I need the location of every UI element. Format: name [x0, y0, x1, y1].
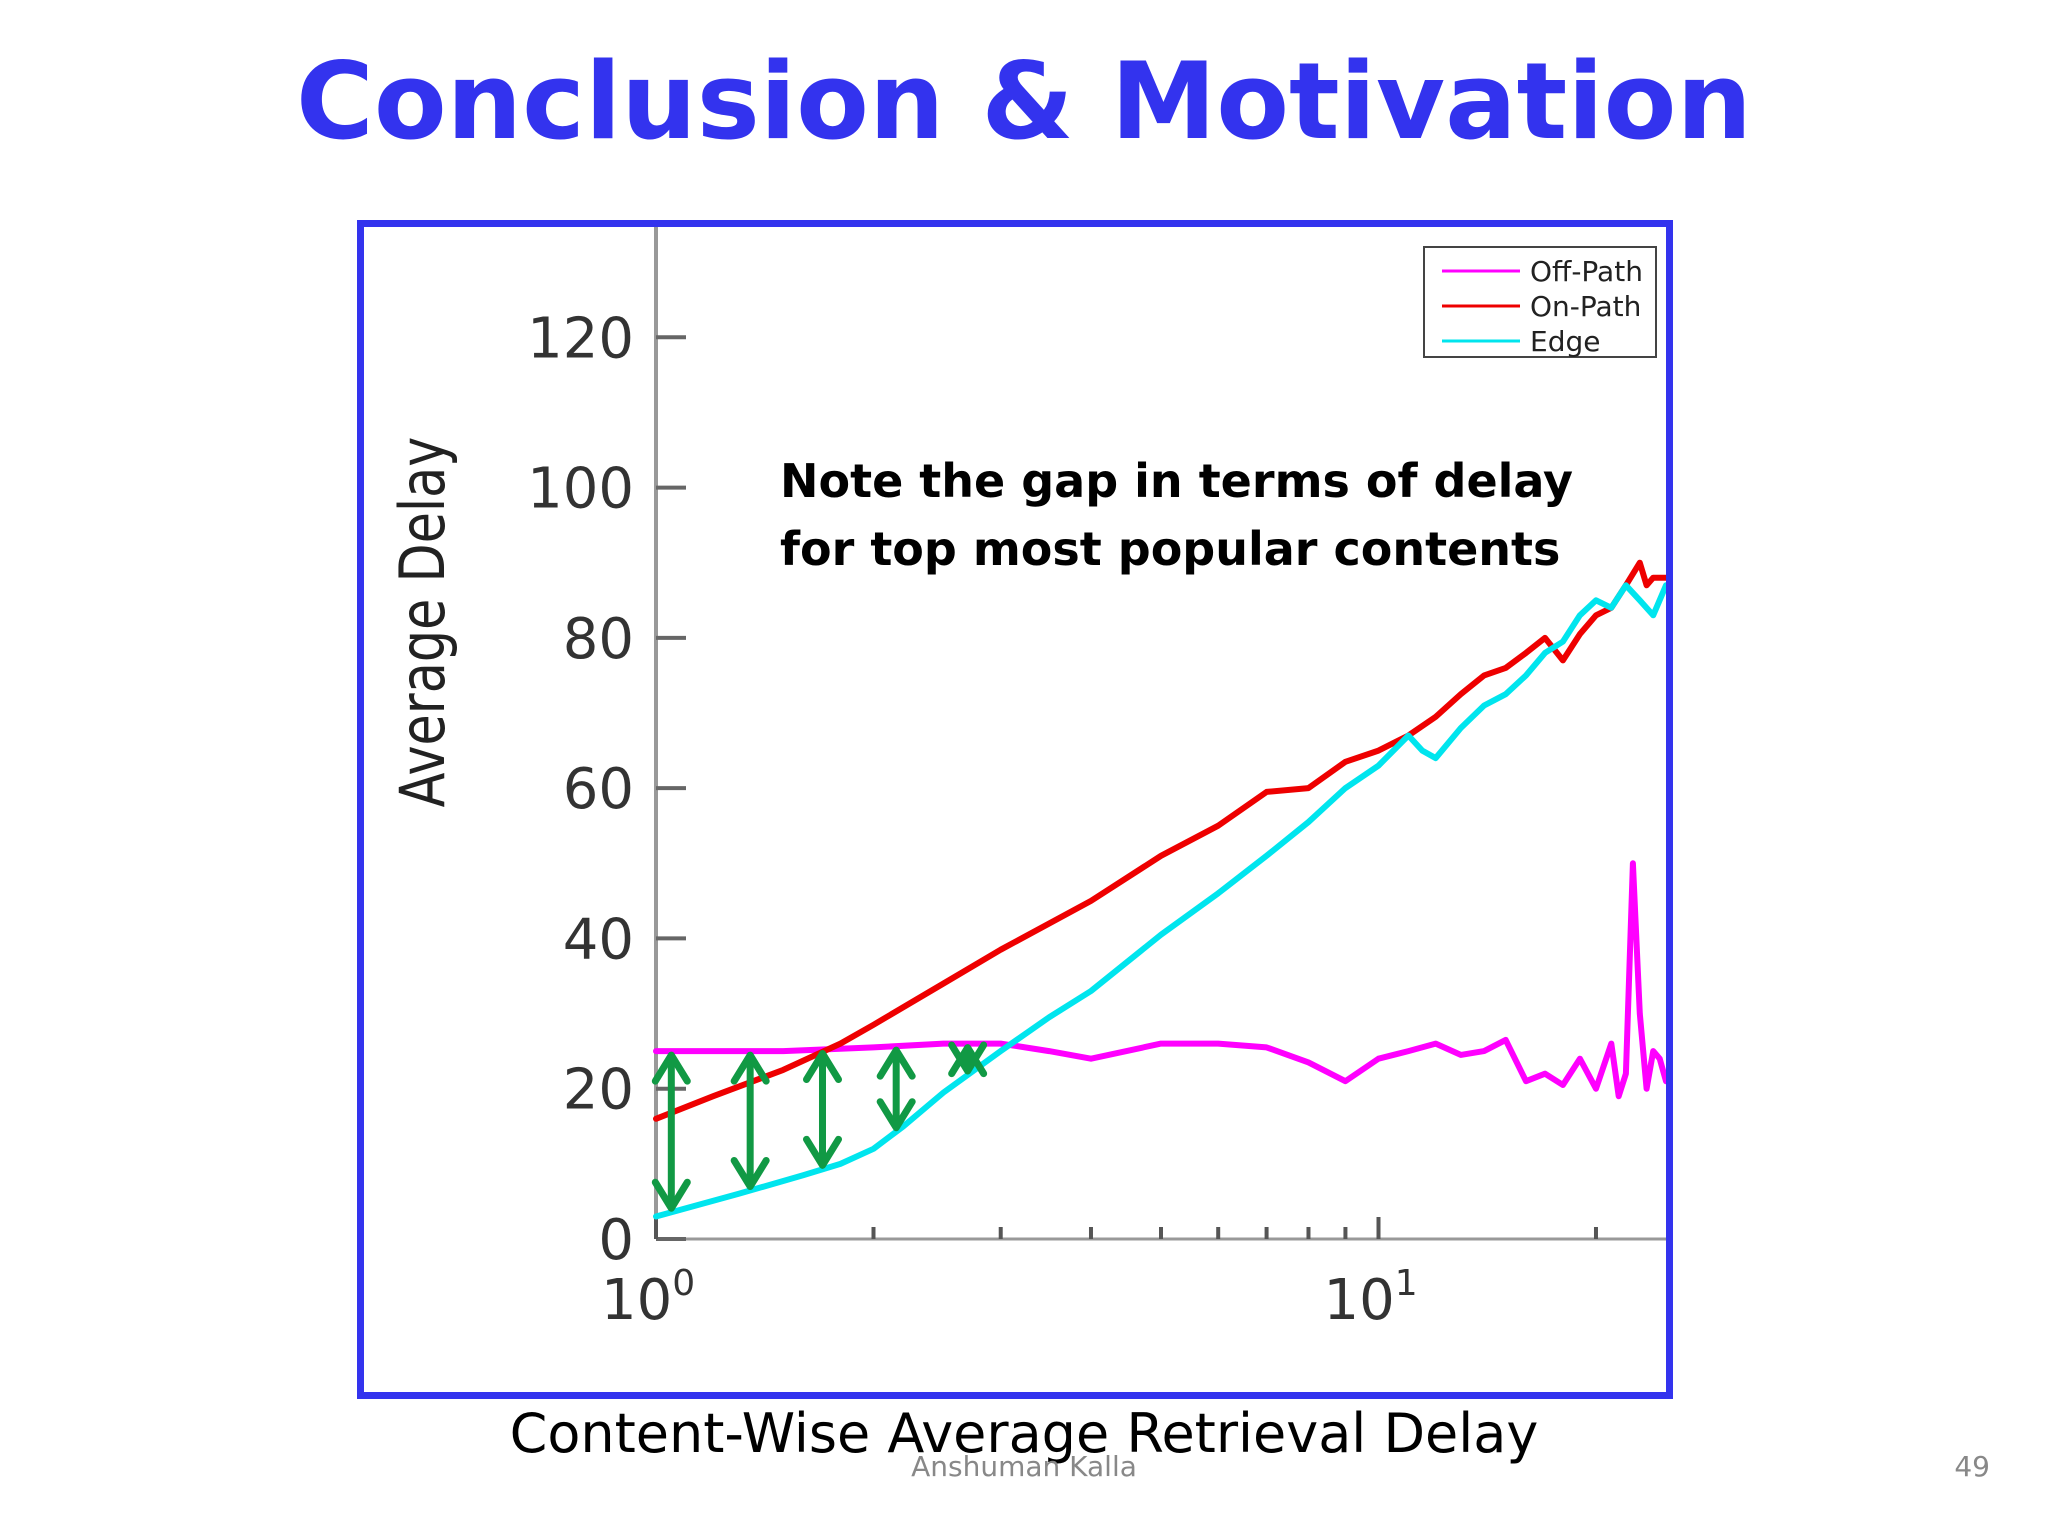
annotation-line: Note the gap in terms of delay: [780, 454, 1573, 508]
gap-arrow-head-up: [948, 1044, 988, 1078]
gap-arrow-head-up: [802, 1050, 842, 1084]
page-number: 49: [1954, 1450, 1990, 1483]
slide-title: Conclusion & Motivation: [296, 40, 1752, 163]
y-tick-label: 80: [563, 607, 634, 672]
delay-chart: 0 20 40 60 80 100 120 100 101 Average Delay Note t…: [387, 227, 1666, 1333]
y-tick-label: 100: [527, 457, 634, 522]
legend-label: Off-Path: [1530, 255, 1643, 288]
footer-author: Anshuman Kalla: [911, 1450, 1137, 1483]
legend-label: Edge: [1530, 325, 1600, 358]
legend-box: [1423, 246, 1657, 358]
legend-label: On-Path: [1530, 290, 1641, 323]
x-tick-label: 101: [1323, 1263, 1417, 1333]
y-tick-label: 0: [598, 1208, 634, 1273]
series-line-on-path: [653, 559, 1666, 1122]
gap-arrow-head-up: [651, 1051, 691, 1085]
gap-arrow-head-down: [730, 1156, 770, 1190]
series-line-off-path: [653, 860, 1666, 1100]
gap-arrow-head-down: [948, 1041, 988, 1075]
chart-caption: Content-Wise Average Retrieval Delay: [509, 1402, 1539, 1465]
y-tick-label: 40: [563, 907, 634, 972]
y-tick-label: 60: [563, 757, 634, 822]
gap-arrow-head-down: [802, 1135, 842, 1169]
y-axis-label: Average Delay: [387, 437, 459, 808]
gap-arrow-head-down: [651, 1178, 691, 1212]
y-tick-label: 20: [563, 1058, 634, 1123]
series-line-edge: [653, 582, 1666, 1220]
chart-frame: 0 20 40 60 80 100 120 100 101 Average Delay Note t…: [357, 220, 1673, 1399]
x-tick-label: 100: [601, 1263, 695, 1333]
gap-arrow-head-up: [730, 1051, 770, 1085]
gap-arrow-head-up: [876, 1046, 916, 1080]
gap-arrow-head-down: [876, 1098, 916, 1132]
annotation-line: for top most popular contents: [780, 522, 1560, 576]
y-tick-label: 120: [527, 306, 634, 371]
